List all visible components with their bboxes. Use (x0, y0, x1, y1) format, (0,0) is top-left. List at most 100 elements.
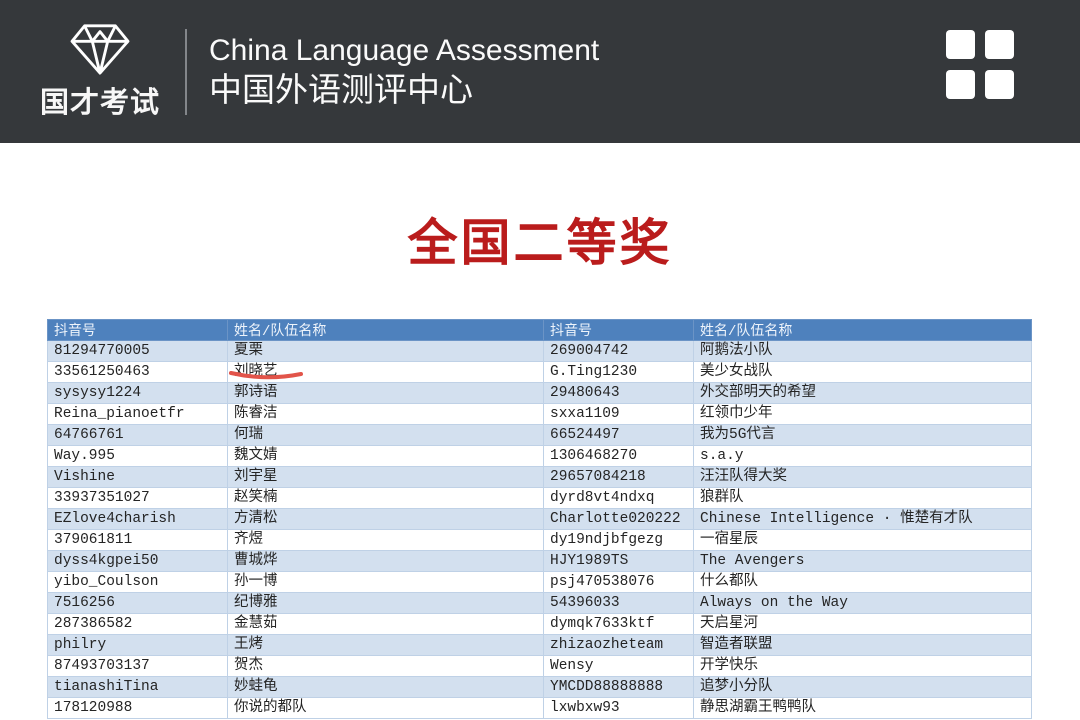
table-header-row: 抖音号 姓名/队伍名称 抖音号 姓名/队伍名称 (47, 319, 1032, 341)
table-row: 87493703137 贺杰 Wensy 开学快乐 (47, 655, 1032, 677)
name-cell: 你说的都队 (227, 697, 544, 719)
douyin-id-cell: 66524497 (543, 424, 694, 446)
table-row: sysysy1224 郭诗语 29480643 外交部明天的希望 (47, 382, 1032, 404)
table-row: 287386582 金慧茹 dymqk7633ktf 天启星河 (47, 613, 1032, 635)
douyin-id-cell: sysysy1224 (47, 382, 228, 404)
name-cell: 汪汪队得大奖 (693, 466, 1032, 488)
table-row: 7516256 纪博雅 54396033 Always on the Way (47, 592, 1032, 614)
name-cell: 王烤 (227, 634, 544, 656)
column-header: 姓名/队伍名称 (227, 319, 544, 341)
douyin-id-cell: tianashiTina (47, 676, 228, 698)
name-cell: 美少女战队 (693, 361, 1032, 383)
name-cell: 狼群队 (693, 487, 1032, 509)
site-title-zh: 中国外语测评中心 (209, 71, 473, 108)
douyin-id-cell: 33937351027 (47, 487, 228, 509)
header-divider (185, 28, 187, 115)
douyin-id-cell: 87493703137 (47, 655, 228, 677)
award-title: 全国二等奖 (407, 215, 673, 271)
grid-menu-square (985, 30, 1014, 59)
douyin-id-cell: 54396033 (543, 592, 694, 614)
logo-wordmark: 国才考试 (39, 87, 160, 119)
name-cell: 一宿星辰 (693, 529, 1032, 551)
red-underline-annotation (229, 368, 305, 382)
table-row: 64766761 何瑞 66524497 我为5G代言 (47, 424, 1032, 446)
name-cell: 刘宇星 (227, 466, 544, 488)
douyin-id-cell: 33561250463 (47, 361, 228, 383)
gem-logo-icon (67, 22, 133, 76)
table-row: Way.995 魏文婧 1306468270 s.a.y (47, 445, 1032, 467)
name-cell: s.a.y (693, 445, 1032, 467)
douyin-id-cell: 269004742 (543, 340, 694, 362)
name-cell: 智造者联盟 (693, 634, 1032, 656)
douyin-id-cell: YMCDD88888888 (543, 676, 694, 698)
column-header: 抖音号 (47, 319, 228, 341)
site-title-en: China Language Assessment (209, 34, 600, 67)
name-cell: 什么都队 (693, 571, 1032, 593)
douyin-id-cell: 29480643 (543, 382, 694, 404)
grid-menu-square (946, 70, 975, 99)
douyin-id-cell: 81294770005 (47, 340, 228, 362)
douyin-id-cell: Reina_pianoetfr (47, 403, 228, 425)
header-titles: China Language Assessment 中国外语测评中心 (209, 32, 599, 111)
logo[interactable]: 国才考试 (33, 22, 167, 121)
douyin-id-cell: 178120988 (47, 697, 228, 719)
name-cell: 赵笑楠 (227, 487, 544, 509)
douyin-id-cell: Charlotte020222 (543, 508, 694, 530)
name-cell: 红领巾少年 (693, 403, 1032, 425)
name-cell: 方清松 (227, 508, 544, 530)
name-cell: 孙一博 (227, 571, 544, 593)
name-cell: 外交部明天的希望 (693, 382, 1032, 404)
douyin-id-cell: 7516256 (47, 592, 228, 614)
name-cell: 何瑞 (227, 424, 544, 446)
douyin-id-cell: zhizaozheteam (543, 634, 694, 656)
name-cell: 曹城烨 (227, 550, 544, 572)
winners-table: 抖音号 姓名/队伍名称 抖音号 姓名/队伍名称 81294770005 夏栗 269004… (47, 319, 1032, 719)
name-cell: 纪博雅 (227, 592, 544, 614)
name-cell: 妙蛙龟 (227, 676, 544, 698)
douyin-id-cell: lxwbxw93 (543, 697, 694, 719)
douyin-id-cell: Way.995 (47, 445, 228, 467)
name-cell: 追梦小分队 (693, 676, 1032, 698)
douyin-id-cell: 1306468270 (543, 445, 694, 467)
name-cell: 陈睿洁 (227, 403, 544, 425)
table-row: Vishine 刘宇星 29657084218 汪汪队得大奖 (47, 466, 1032, 488)
grid-menu-square (985, 70, 1014, 99)
douyin-id-cell: philry (47, 634, 228, 656)
douyin-id-cell: HJY1989TS (543, 550, 694, 572)
douyin-id-cell: dy19ndjbfgezg (543, 529, 694, 551)
name-cell: 贺杰 (227, 655, 544, 677)
douyin-id-cell: Vishine (47, 466, 228, 488)
table-row: 81294770005 夏栗 269004742 阿鹅法小队 (47, 340, 1032, 362)
name-cell: 魏文婧 (227, 445, 544, 467)
name-cell: 开学快乐 (693, 655, 1032, 677)
douyin-id-cell: psj470538076 (543, 571, 694, 593)
app-header: 国才考试 China Language Assessment 中国外语测评中心 (0, 0, 1080, 143)
douyin-id-cell: 287386582 (47, 613, 228, 635)
column-header: 姓名/队伍名称 (693, 319, 1032, 341)
table-row: EZlove4charish 方清松 Charlotte020222 Chinese … (47, 508, 1032, 530)
table-row: yibo_Coulson 孙一博 psj470538076 什么都队 (47, 571, 1032, 593)
douyin-id-cell: EZlove4charish (47, 508, 228, 530)
name-cell: 天启星河 (693, 613, 1032, 635)
douyin-id-cell: dyss4kgpei50 (47, 550, 228, 572)
douyin-id-cell: 64766761 (47, 424, 228, 446)
douyin-id-cell: yibo_Coulson (47, 571, 228, 593)
douyin-id-cell: G.Ting1230 (543, 361, 694, 383)
grid-menu-square (946, 30, 975, 59)
name-cell: Always on the Way (693, 592, 1032, 614)
douyin-id-cell: dymqk7633ktf (543, 613, 694, 635)
table-row: 33561250463 刘晓艺 G.Ting1230 美少女战队 (47, 361, 1032, 383)
name-cell: 静思湖霸王鸭鸭队 (693, 697, 1032, 719)
table-row: Reina_pianoetfr 陈睿洁 sxxa1109 红领巾少年 (47, 403, 1032, 425)
douyin-id-cell: Wensy (543, 655, 694, 677)
grid-menu-icon[interactable] (946, 30, 1014, 99)
table-body: 81294770005 夏栗 269004742 阿鹅法小队 33561250463 刘晓… (47, 340, 1032, 719)
table-row: 379061811 齐煜 dy19ndjbfgezg 一宿星辰 (47, 529, 1032, 551)
winners-table-wrap: 抖音号 姓名/队伍名称 抖音号 姓名/队伍名称 81294770005 夏栗 269004… (47, 319, 1032, 719)
douyin-id-cell: dyrd8vt4ndxq (543, 487, 694, 509)
table-row: 178120988 你说的都队 lxwbxw93 静思湖霸王鸭鸭队 (47, 697, 1032, 719)
name-cell: 郭诗语 (227, 382, 544, 404)
column-header: 抖音号 (543, 319, 694, 341)
douyin-id-cell: sxxa1109 (543, 403, 694, 425)
